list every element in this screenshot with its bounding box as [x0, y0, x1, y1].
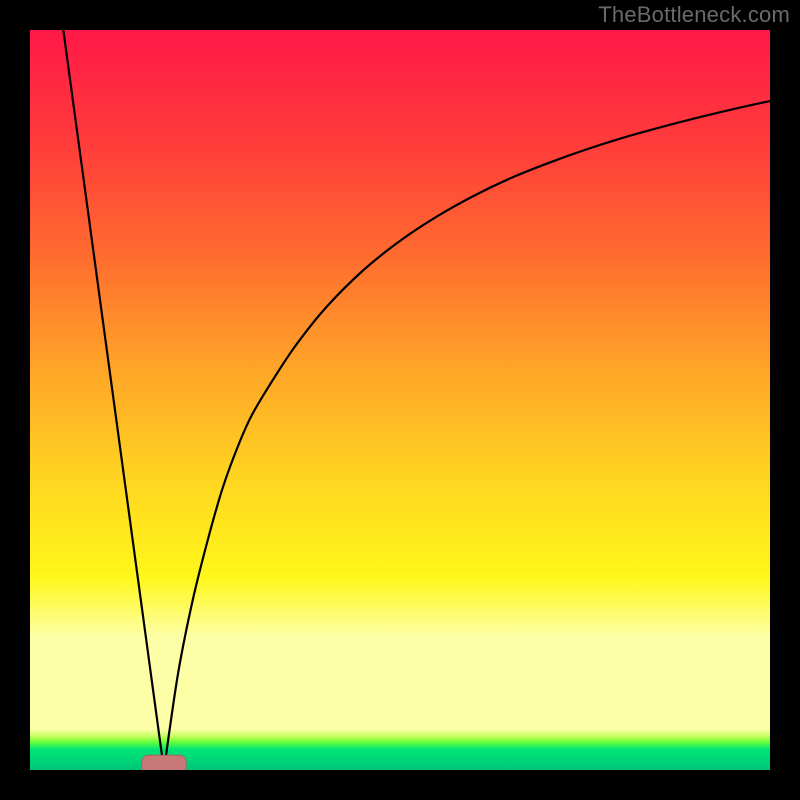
- plot-background: [30, 30, 770, 770]
- watermark-text: TheBottleneck.com: [598, 2, 790, 27]
- chart-root: TheBottleneck.com: [0, 0, 800, 800]
- plot-area: [30, 30, 770, 770]
- vertex-marker: [142, 755, 186, 770]
- watermark: TheBottleneck.com: [598, 2, 790, 28]
- plot-svg: [30, 30, 770, 770]
